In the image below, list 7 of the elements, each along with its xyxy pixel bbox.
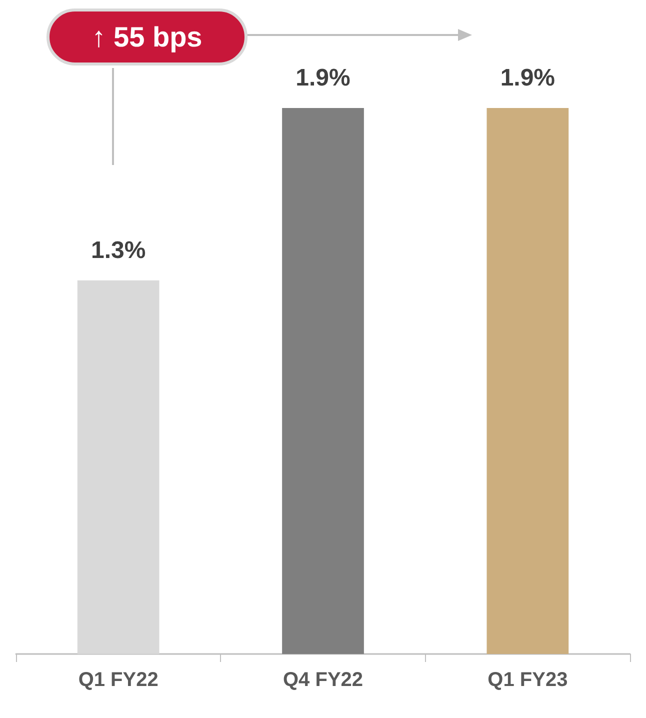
data-label: 1.9% bbox=[296, 64, 350, 92]
x-tick-label: Q4 FY22 bbox=[282, 669, 364, 691]
text: ↑ 55 bps bbox=[92, 22, 202, 52]
data-label: 1.3% bbox=[90, 236, 146, 264]
x-tick-label: Q1 FY22 bbox=[78, 669, 158, 691]
x-tick-label: Q1 FY23 bbox=[488, 669, 568, 691]
data-label: 1.9% bbox=[500, 64, 556, 92]
